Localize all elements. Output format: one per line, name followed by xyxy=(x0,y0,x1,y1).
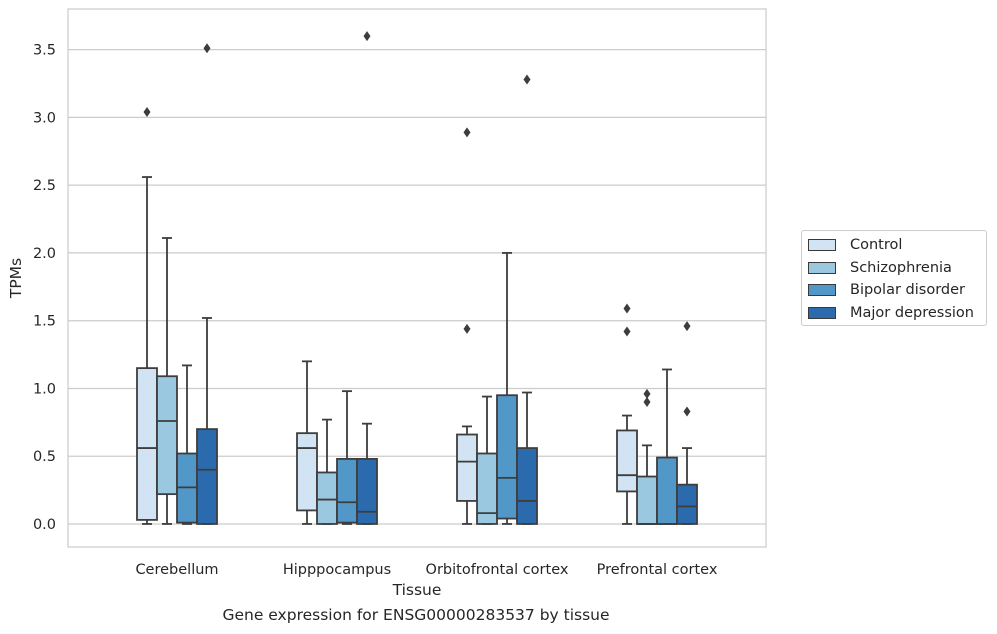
outlier-marker xyxy=(523,74,531,85)
figure-caption: Gene expression for ENSG00000283537 by t… xyxy=(222,606,610,624)
y-tick-label: 3.5 xyxy=(33,43,56,59)
box-body xyxy=(516,447,538,525)
box-major-depression xyxy=(196,43,218,525)
box-body xyxy=(676,483,698,525)
y-tick-label: 2.5 xyxy=(33,178,56,194)
x-tick-label: Prefrontal cortex xyxy=(597,562,718,578)
y-axis-label: TPMs xyxy=(7,258,25,299)
legend-label: Schizophrenia xyxy=(850,259,952,276)
plot-frame xyxy=(67,8,767,548)
outlier-marker xyxy=(643,396,651,407)
legend-item: Bipolar disorder xyxy=(808,280,965,300)
outlier-marker xyxy=(683,406,691,417)
box-body xyxy=(496,394,518,520)
box-body xyxy=(636,475,658,525)
box-body xyxy=(196,428,218,525)
x-tick-label: Hipppocampus xyxy=(283,562,391,578)
box-schizophrenia xyxy=(476,395,498,525)
box-marks xyxy=(136,31,698,525)
y-tick-label: 0.0 xyxy=(33,517,56,533)
box-body xyxy=(336,458,358,524)
box-schizophrenia xyxy=(156,237,178,525)
box-body xyxy=(156,375,178,496)
box-control xyxy=(136,106,158,525)
box-major-depression xyxy=(676,321,698,525)
box-schizophrenia xyxy=(316,418,338,525)
box-control xyxy=(616,303,638,525)
x-axis-label: Tissue xyxy=(392,581,442,599)
legend-item: Control xyxy=(808,235,902,255)
y-tick-labels: 0.0 0.5 1.0 1.5 2.0 2.5 3.0 3.5 xyxy=(33,43,56,533)
legend-swatch xyxy=(808,284,836,296)
y-tick-label: 3.0 xyxy=(33,110,56,126)
box-body xyxy=(656,456,678,525)
box-body xyxy=(456,433,478,502)
outlier-marker xyxy=(643,388,651,399)
outlier-marker xyxy=(203,43,211,54)
outlier-marker xyxy=(683,321,691,332)
legend-swatch xyxy=(808,261,836,274)
legend-label: Bipolar disorder xyxy=(850,282,965,298)
box-schizophrenia xyxy=(636,388,658,525)
box-control xyxy=(456,127,478,525)
legend-item: Schizophrenia xyxy=(808,258,952,278)
x-tick-label: Orbitofrontal cortex xyxy=(426,562,569,578)
box-major-depression xyxy=(356,31,378,525)
legend-label: Control xyxy=(850,237,903,253)
outlier-marker xyxy=(623,303,631,314)
box-body xyxy=(316,471,338,525)
y-tick-label: 0.5 xyxy=(33,449,56,465)
legend-label: Major depression xyxy=(850,304,974,321)
outlier-marker xyxy=(623,326,631,337)
box-body xyxy=(136,367,158,521)
y-tick-label: 1.0 xyxy=(33,381,56,397)
box-bipolar-disorder xyxy=(656,368,678,525)
x-tick-label: Cerebellum xyxy=(135,562,218,578)
outlier-marker xyxy=(143,106,151,117)
box-body xyxy=(296,432,318,512)
outlier-marker xyxy=(363,31,371,42)
outlier-marker xyxy=(463,127,471,138)
box-body xyxy=(616,429,638,493)
x-tick-labels: Cerebellum Hipppocampus Orbitofrontal cort… xyxy=(135,562,717,578)
box-body xyxy=(356,458,378,525)
legend-swatch xyxy=(808,306,836,319)
box-bipolar-disorder xyxy=(176,364,198,525)
y-tick-label: 1.5 xyxy=(33,314,56,330)
legend-swatch xyxy=(808,239,836,251)
legend-item: Major depression xyxy=(808,303,974,323)
outlier-marker xyxy=(463,323,471,334)
y-tick-label: 2.0 xyxy=(33,246,56,262)
box-control xyxy=(296,360,318,525)
box-bipolar-disorder xyxy=(336,390,358,525)
legend: Control Schizophrenia Bipolar disorder Majo… xyxy=(801,230,987,326)
box-major-depression xyxy=(516,74,538,525)
